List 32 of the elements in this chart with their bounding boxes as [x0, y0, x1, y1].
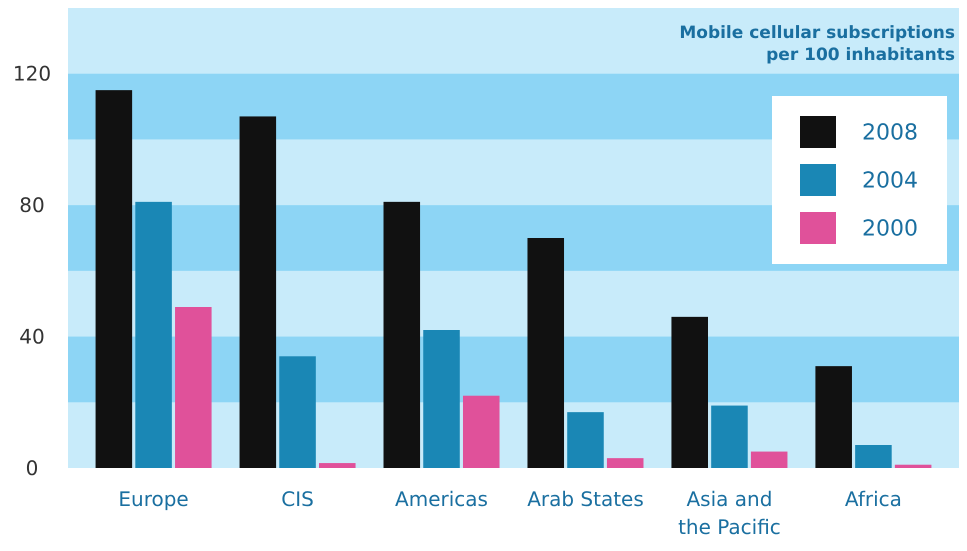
- legend-label: 2000: [862, 216, 918, 242]
- text: Mobile cellular subscriptions per 100 inhabitants: [679, 23, 955, 65]
- bar: [606, 458, 644, 468]
- bar: [815, 366, 852, 468]
- x-tick-label: Africa: [844, 487, 902, 511]
- bar: [855, 445, 892, 468]
- bar: [527, 238, 564, 468]
- bar: [567, 412, 604, 468]
- legend-label: 2008: [862, 120, 918, 146]
- x-tick-label: Americas: [395, 487, 488, 511]
- bar: [423, 330, 460, 468]
- x-tick-label: Asia and the Pacific: [678, 487, 781, 539]
- y-tick-label: 40: [19, 324, 45, 349]
- bar: [671, 316, 708, 468]
- bar: [279, 356, 316, 468]
- legend-label: 2004: [862, 168, 918, 194]
- x-tick-label: Europe: [118, 487, 189, 511]
- y-tick-label: 0: [26, 456, 38, 480]
- bar: [319, 463, 356, 468]
- y-tick-label: 80: [19, 193, 45, 218]
- bar: [175, 307, 212, 468]
- x-tick-label: CIS: [281, 487, 314, 511]
- x-tick-label: Arab States: [527, 487, 644, 511]
- y-tick-label: 120: [12, 62, 52, 86]
- bar: [384, 202, 420, 468]
- bar: [894, 464, 932, 468]
- bar: [96, 90, 132, 468]
- bar: [240, 116, 276, 468]
- bar: [462, 396, 500, 468]
- bar: [711, 406, 748, 468]
- bar: [135, 202, 172, 468]
- bar: [750, 452, 788, 468]
